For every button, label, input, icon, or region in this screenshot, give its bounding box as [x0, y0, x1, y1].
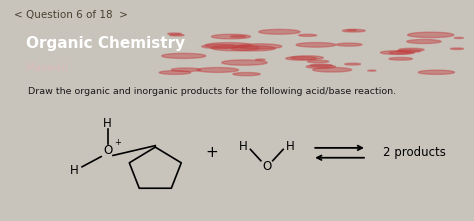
Circle shape: [171, 68, 201, 71]
Text: Maxwell: Maxwell: [26, 63, 68, 73]
Circle shape: [197, 68, 238, 72]
Circle shape: [345, 63, 361, 65]
Circle shape: [313, 67, 352, 72]
Circle shape: [408, 32, 454, 38]
Text: O: O: [103, 144, 112, 157]
Circle shape: [162, 53, 206, 58]
Circle shape: [389, 57, 412, 60]
Circle shape: [310, 64, 332, 67]
Circle shape: [211, 34, 250, 39]
Text: +: +: [114, 138, 121, 147]
Circle shape: [381, 51, 411, 54]
Circle shape: [336, 43, 362, 46]
Text: H: H: [103, 117, 112, 130]
Text: +: +: [206, 145, 219, 160]
Circle shape: [299, 34, 317, 36]
Circle shape: [202, 44, 237, 48]
Circle shape: [306, 65, 336, 68]
Circle shape: [222, 60, 267, 65]
Circle shape: [237, 44, 282, 49]
Circle shape: [343, 29, 365, 32]
Circle shape: [286, 57, 316, 60]
Circle shape: [170, 34, 184, 36]
Text: 2 products: 2 products: [383, 146, 446, 159]
Circle shape: [308, 60, 329, 63]
Circle shape: [390, 51, 414, 54]
Text: Organic Chemistry: Organic Chemistry: [26, 36, 185, 51]
Circle shape: [296, 42, 336, 47]
Circle shape: [407, 40, 441, 44]
Text: Draw the organic and inorganic products for the following acid/base reaction.: Draw the organic and inorganic products …: [28, 87, 396, 96]
Circle shape: [205, 43, 252, 48]
Circle shape: [419, 70, 455, 74]
Text: H: H: [286, 140, 295, 153]
Circle shape: [211, 45, 259, 51]
Text: H: H: [239, 140, 247, 153]
Circle shape: [399, 48, 424, 51]
Circle shape: [168, 33, 182, 34]
Circle shape: [347, 30, 356, 31]
Circle shape: [291, 56, 323, 60]
Circle shape: [255, 59, 265, 60]
Text: < Question 6 of 18  >: < Question 6 of 18 >: [14, 10, 128, 20]
Circle shape: [368, 70, 376, 71]
Circle shape: [231, 46, 275, 51]
Circle shape: [230, 36, 246, 37]
Circle shape: [454, 37, 464, 38]
Circle shape: [259, 29, 300, 34]
Text: O: O: [262, 160, 272, 173]
Circle shape: [450, 48, 464, 50]
Circle shape: [159, 71, 191, 74]
Circle shape: [397, 50, 421, 52]
Circle shape: [233, 72, 260, 76]
Text: H: H: [70, 164, 79, 177]
